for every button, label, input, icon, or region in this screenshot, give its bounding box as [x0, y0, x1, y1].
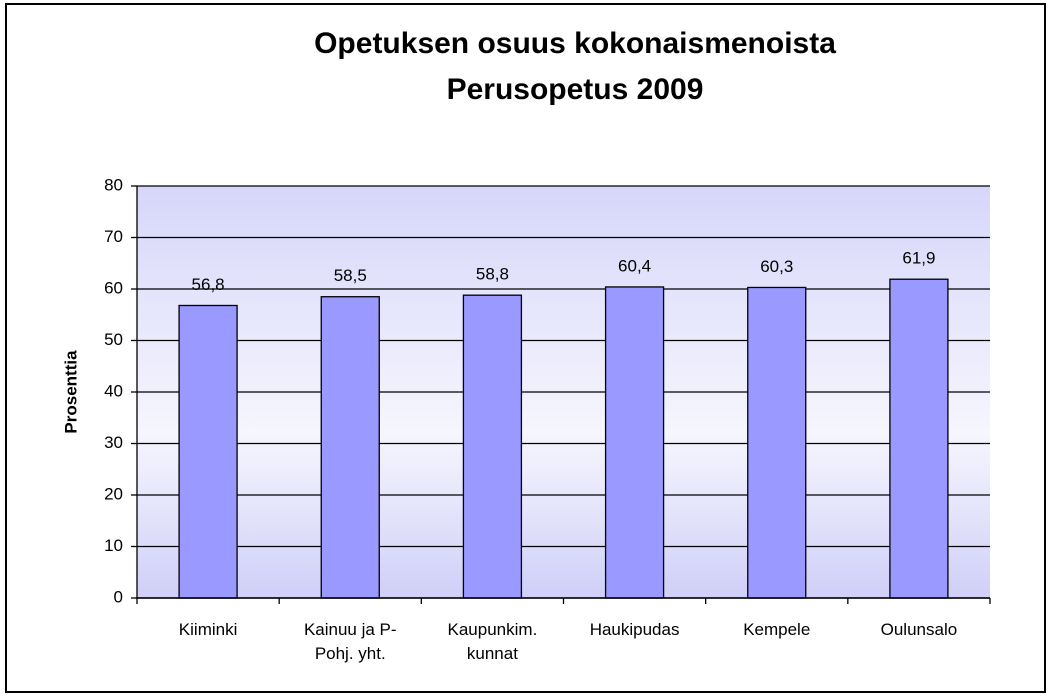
bar — [178, 304, 238, 599]
value-label: 58,8 — [476, 265, 509, 284]
x-tick-label: Haukipudas — [589, 620, 680, 639]
x-tick-label: Kiiminki — [178, 620, 238, 639]
value-label: 60,3 — [760, 257, 793, 276]
y-tick-label: 40 — [104, 381, 123, 400]
y-tick-label: 0 — [114, 587, 123, 606]
value-label: 61,9 — [902, 249, 935, 268]
y-axis-label: Prosenttia — [61, 350, 80, 434]
chart-title: Perusopetus 2009 — [447, 73, 704, 106]
value-label: 56,8 — [192, 275, 225, 294]
x-tick-label: Oulunsalo — [880, 620, 958, 639]
y-tick-label: 50 — [104, 330, 123, 349]
x-tick-label: Kempele — [743, 620, 811, 639]
value-label: 58,5 — [334, 266, 367, 285]
x-tick-label: Kainuu ja P-Pohj. yht. — [303, 620, 397, 663]
y-tick-label: 60 — [104, 278, 123, 297]
bar — [462, 294, 523, 599]
y-tick-label: 30 — [104, 433, 123, 452]
y-tick-label: 10 — [104, 536, 123, 555]
bar — [747, 286, 807, 599]
bar — [604, 286, 665, 599]
bar — [889, 278, 949, 599]
y-tick-label: 20 — [104, 484, 123, 503]
x-tick-label: Kaupunkim. kunnat — [447, 620, 538, 663]
chart-title: Opetuksen osuus kokonaismenoista — [314, 27, 836, 60]
value-label: 60,4 — [618, 256, 651, 275]
bar — [320, 296, 380, 599]
y-tick-label: 70 — [104, 227, 123, 246]
y-tick-label: 80 — [104, 175, 123, 194]
